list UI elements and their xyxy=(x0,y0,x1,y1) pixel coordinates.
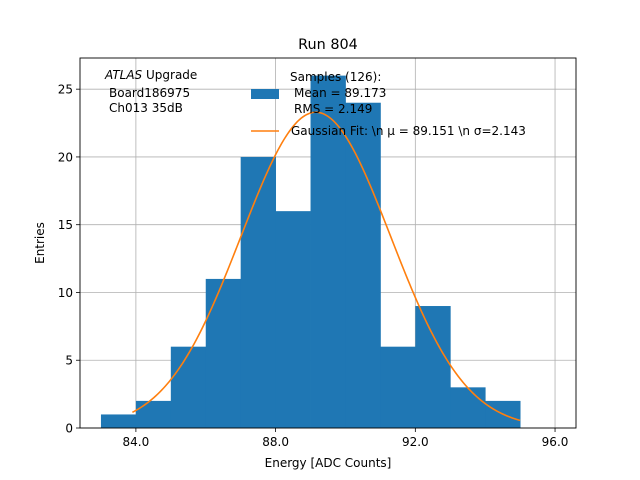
histogram-bar-7 xyxy=(345,102,381,428)
gaussian-fit-curve xyxy=(132,111,521,422)
y-axis-ticks: 0 5 10 15 20 25 xyxy=(58,83,80,436)
histogram-bars xyxy=(100,75,521,428)
plot-frame xyxy=(79,57,577,429)
x-tick-label-0: 84.0 xyxy=(123,435,150,449)
atlas-annotation: ATLAS Upgrade Board186975 Ch013 35dB xyxy=(104,68,197,115)
annotation-rest: Upgrade xyxy=(142,68,197,82)
fit-curve-group xyxy=(132,111,521,422)
legend-title: Samples (126): xyxy=(290,70,381,84)
legend: Samples (126): Mean = 89.173 RMS = 2.149… xyxy=(251,70,526,138)
y-tick-label-5: 25 xyxy=(58,83,73,97)
y-tick-label-2: 10 xyxy=(58,286,73,300)
legend-hist-line2: RMS = 2.149 xyxy=(294,102,372,116)
histogram-bar-5 xyxy=(275,211,311,428)
histogram-bar-10 xyxy=(450,387,486,428)
y-tick-label-0: 0 xyxy=(65,422,73,436)
legend-hist-swatch xyxy=(251,89,279,99)
histogram-bar-4 xyxy=(240,156,277,428)
annotation-italic: ATLAS xyxy=(104,68,143,82)
y-tick-label-1: 5 xyxy=(65,354,73,368)
y-tick-label-3: 15 xyxy=(58,218,73,232)
histogram-bar-9 xyxy=(415,306,451,428)
legend-fit-label: Gaussian Fit: \n μ = 89.151 \n σ=2.143 xyxy=(291,124,526,138)
histogram-bar-8 xyxy=(380,346,416,428)
y-axis-label: Entries xyxy=(33,222,47,264)
annotation-line1: ATLAS Upgrade xyxy=(104,68,197,82)
y-tick-label-4: 20 xyxy=(58,150,73,164)
x-axis-ticks: 84.0 88.0 92.0 96.0 xyxy=(123,428,569,449)
legend-hist-line1: Mean = 89.173 xyxy=(294,86,386,100)
annotation-line3: Ch013 35dB xyxy=(109,101,183,115)
histogram-bar-1 xyxy=(135,400,172,428)
chart-title: Run 804 xyxy=(298,37,358,53)
x-tick-label-3: 96.0 xyxy=(542,435,569,449)
x-tick-label-1: 88.0 xyxy=(262,435,289,449)
annotation-line2: Board186975 xyxy=(109,86,190,100)
x-tick-label-2: 92.0 xyxy=(402,435,429,449)
histogram-bar-0 xyxy=(100,414,137,428)
x-axis-label: Energy [ADC Counts] xyxy=(265,456,392,470)
histogram-bar-6 xyxy=(310,75,346,428)
histogram-bar-3 xyxy=(205,278,242,428)
histogram-bar-2 xyxy=(170,346,207,428)
